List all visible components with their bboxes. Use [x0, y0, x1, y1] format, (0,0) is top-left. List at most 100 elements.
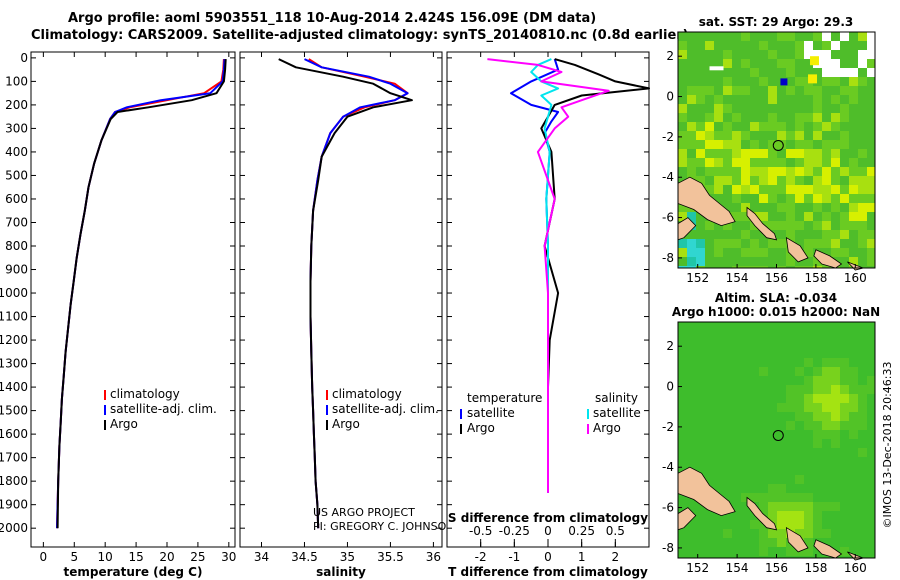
sst_map-cell [687, 50, 696, 59]
sst_map-cell [750, 140, 759, 149]
sla_map-cell [696, 376, 705, 385]
sla_map-cell [768, 430, 777, 439]
sla_map-cell [750, 475, 759, 484]
sst_map-cell [822, 194, 831, 203]
sst_map-cell [705, 41, 714, 50]
sst_map-cell [705, 239, 714, 248]
sla_map-cell [795, 520, 804, 529]
sst_map-cell [858, 203, 867, 212]
sst_map-cell [849, 239, 858, 248]
temperature-xtick-label: 5 [70, 550, 78, 564]
sla_map-cell [696, 358, 705, 367]
sst_map-cell [849, 167, 858, 176]
sla_map-cell [768, 439, 777, 448]
sst_map-cell [714, 41, 723, 50]
sla_map-cell [858, 331, 867, 340]
sst_map-cell [849, 104, 858, 113]
sst_map-cell [804, 203, 813, 212]
sla_map-cell [849, 331, 858, 340]
sla_map-cell [831, 466, 840, 475]
sla_map-cell [858, 421, 867, 430]
sla_map-cell [687, 502, 696, 511]
sla_map-cell [750, 484, 759, 493]
sla_map-cell [687, 520, 696, 529]
sla_map-cell [804, 430, 813, 439]
sst-yellow-cell [808, 74, 818, 84]
temperature-xlabel: temperature (deg C) [64, 565, 203, 579]
sla_map-cell [867, 349, 875, 358]
sst_map-cell [822, 203, 831, 212]
sla_map-cell [831, 367, 840, 376]
sst_map-cell [867, 104, 875, 113]
sst_map-cell [795, 203, 804, 212]
sla_map-cell [786, 475, 795, 484]
sst_map-cell [759, 131, 768, 140]
sla_map-cell [732, 493, 741, 502]
sla_map-cell [840, 466, 849, 475]
sla_map-cell [849, 376, 858, 385]
sla_map-cell [705, 439, 714, 448]
sla_map-cell [741, 529, 750, 538]
sst_map-cell [858, 239, 867, 248]
sla_map-cell [777, 412, 786, 421]
sla_map-cell [804, 421, 813, 430]
sla_map-cell [858, 394, 867, 403]
sla_map-cell [768, 367, 777, 376]
sst_map-cell [858, 266, 867, 268]
sst_map-cell [696, 95, 705, 104]
sst_map-cell [822, 32, 831, 41]
sst_map-cell [822, 140, 831, 149]
sst_map-cell [858, 230, 867, 239]
sla_map-cell [831, 511, 840, 520]
sla_map-cell [813, 448, 822, 457]
sst_map-cell [687, 167, 696, 176]
sla_map-cell [858, 385, 867, 394]
sla_map-cell [831, 475, 840, 484]
sla_map-cell [777, 457, 786, 466]
sla_map-cell [786, 466, 795, 475]
sla_map-cell [678, 358, 687, 367]
sla_map-cell [795, 502, 804, 511]
sst_map-cell [687, 122, 696, 131]
salinity-legend-label: climatology [332, 387, 402, 401]
sst_map-cell [732, 266, 741, 268]
sla_map-cell [795, 421, 804, 430]
sla_map-xtick-label: 156 [765, 561, 788, 575]
sla_map-cell [777, 547, 786, 556]
sla_map-cell [705, 448, 714, 457]
sst_map-cell [858, 77, 867, 86]
sst_map-cell [732, 221, 741, 230]
sst_map-cell [768, 32, 777, 41]
sla_map-cell [678, 367, 687, 376]
sst_map-cell [678, 149, 687, 158]
sst_map-cell [795, 95, 804, 104]
sst_map-cell [813, 230, 822, 239]
sla_map-cell [705, 412, 714, 421]
sla_map-cell [822, 394, 831, 403]
sla_map-cell [759, 457, 768, 466]
sla_map-cell [786, 493, 795, 502]
sst_map-cell [759, 68, 768, 77]
depth-tick-label: 1700 [0, 451, 28, 465]
sst_map-cell [822, 185, 831, 194]
depth-tick-label: 400 [5, 145, 28, 159]
sla_map-cell [732, 322, 741, 331]
sla_map-cell [813, 376, 822, 385]
sla_map-cell [804, 511, 813, 520]
sla_map-cell [687, 538, 696, 547]
sst_map-cell [696, 140, 705, 149]
sla_map-cell [777, 421, 786, 430]
sla_map-cell [858, 511, 867, 520]
sla_map-cell [696, 457, 705, 466]
sst_map-cell [813, 86, 822, 95]
sst_map-cell [732, 185, 741, 194]
depth-tick-label: 1200 [0, 333, 28, 347]
sst_map-cell [714, 239, 723, 248]
sst_map-cell [678, 266, 687, 268]
sst_map-cell [750, 59, 759, 68]
sst_map-cell [867, 248, 875, 257]
sst_map-cell [858, 248, 867, 257]
sla_map-cell [732, 385, 741, 394]
sla_map-cell [786, 412, 795, 421]
sla_map-cell [750, 331, 759, 340]
